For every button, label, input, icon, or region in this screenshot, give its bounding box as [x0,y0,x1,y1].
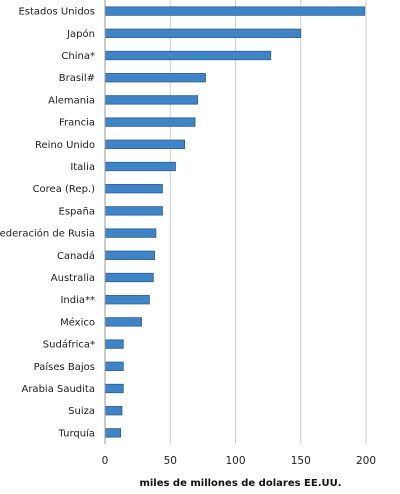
bar [104,361,124,371]
category-labels: Estados Unidos Japón China* Brasil# Alemania… [0,7,95,440]
bar [104,206,163,216]
category-label: Sudáfrica* [43,339,95,351]
x-tick-label: 100 [225,455,245,467]
bar [104,95,199,105]
category-label: Brasil# [59,73,95,84]
bars [104,6,366,438]
bar [104,161,176,172]
category-label: Reino Unido [35,140,95,151]
bar [104,428,122,438]
bar [104,50,272,61]
bar [104,139,186,149]
x-axis-title: miles de millones de dolares EE.UU. [139,478,341,489]
bar [104,339,124,349]
category-label: Suiza [68,406,95,417]
category-label: México [60,316,95,328]
bar [104,6,366,16]
x-tick-label: 50 [164,455,177,467]
x-tick-label: 150 [291,455,311,467]
category-label: Japón [66,28,95,40]
category-label: Australia [51,273,95,284]
bar [104,28,302,38]
category-label: Alemania [48,95,95,106]
bar [104,228,157,238]
bar [104,73,206,83]
category-label: España [59,206,95,217]
category-label: Canadá [57,250,95,262]
x-tick-label: 200 [356,455,376,467]
category-label: Corea (Rep.) [33,184,96,195]
category-label: Italia [70,162,95,173]
bar [104,272,154,283]
bar [104,406,123,416]
bar [104,184,163,194]
category-label: Estados Unidos [18,7,95,18]
category-label: Federación de Rusia [0,228,95,240]
x-tick-label: 0 [102,455,109,467]
bar [104,295,150,305]
category-label: Turquía [58,427,95,439]
bar [104,250,155,260]
category-label: Arabia Saudita [21,384,95,395]
bar [104,317,142,327]
category-label: China* [61,51,95,62]
bar [104,383,124,394]
gridlines [104,0,367,444]
category-label: Países Bajos [34,361,95,373]
x-tick-labels: 0 50 100 150 200 [102,455,376,467]
category-label: India** [60,295,95,306]
category-label: Francia [59,118,95,129]
bar [104,117,196,127]
